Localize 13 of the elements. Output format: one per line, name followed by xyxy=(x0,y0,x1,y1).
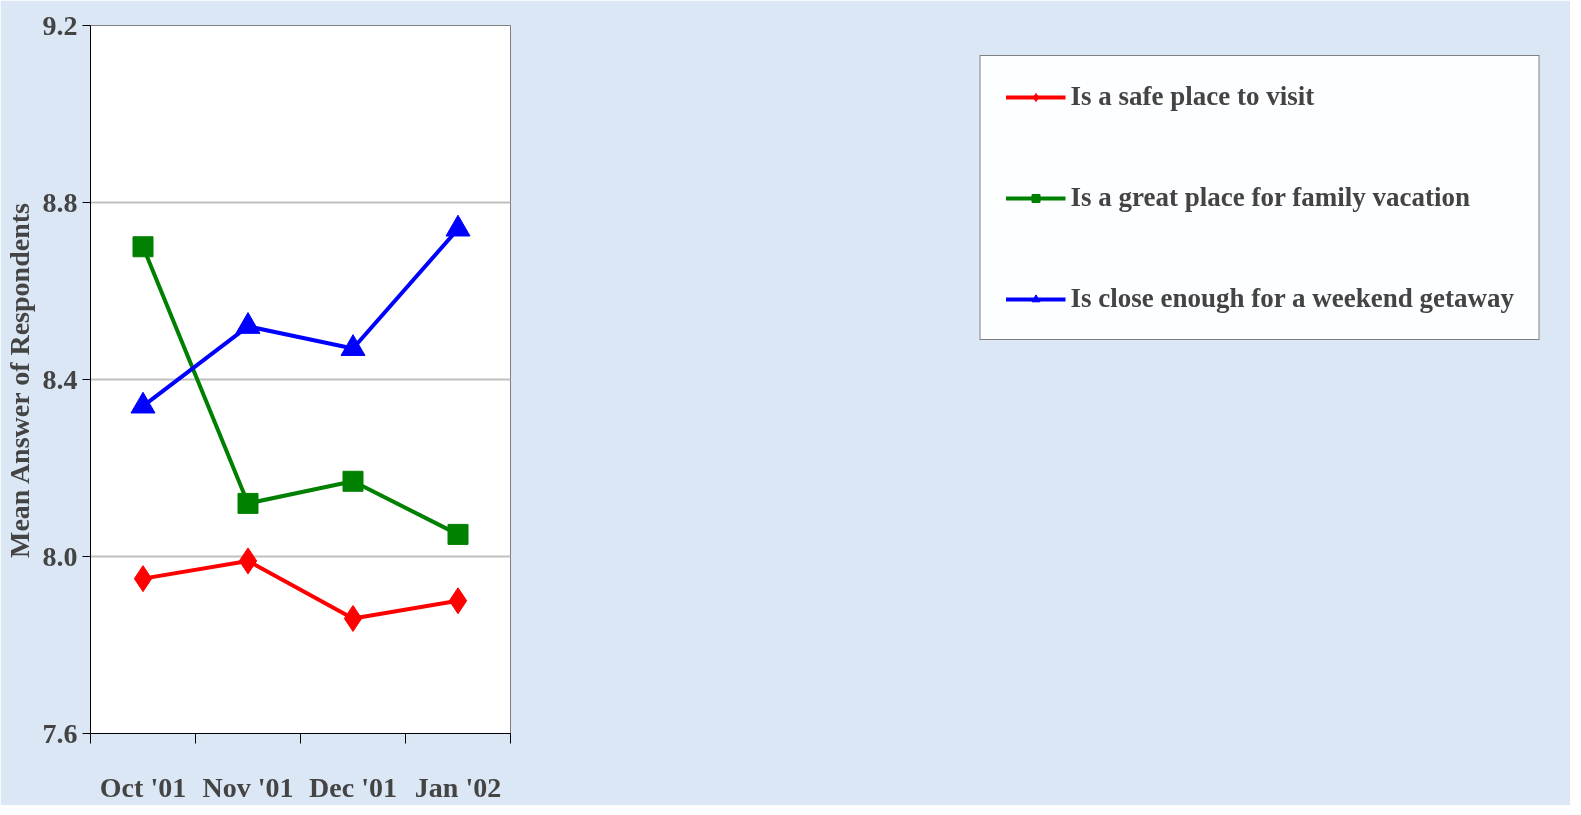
y-tick-label: 7.6 xyxy=(42,717,78,749)
y-tick-label: 8.4 xyxy=(42,363,78,395)
y-tick-label: 8.8 xyxy=(42,186,78,218)
x-tick-label: Oct '01 xyxy=(99,771,187,803)
legend-label: Is close enough for a weekend getaway xyxy=(1070,283,1514,314)
y-axis-title: Mean Answer of Respondents xyxy=(3,202,35,558)
legend-label: Is a great place for family vacation xyxy=(1070,182,1470,213)
x-tick-label: Dec '01 xyxy=(309,771,397,803)
legend-label: Is a safe place to visit xyxy=(1070,81,1315,112)
x-tick-label: Nov '01 xyxy=(202,771,294,803)
y-tick-label: 8.0 xyxy=(42,540,78,572)
y-tick-label: 9.2 xyxy=(42,9,78,41)
x-tick-label: Jan '02 xyxy=(414,771,502,803)
